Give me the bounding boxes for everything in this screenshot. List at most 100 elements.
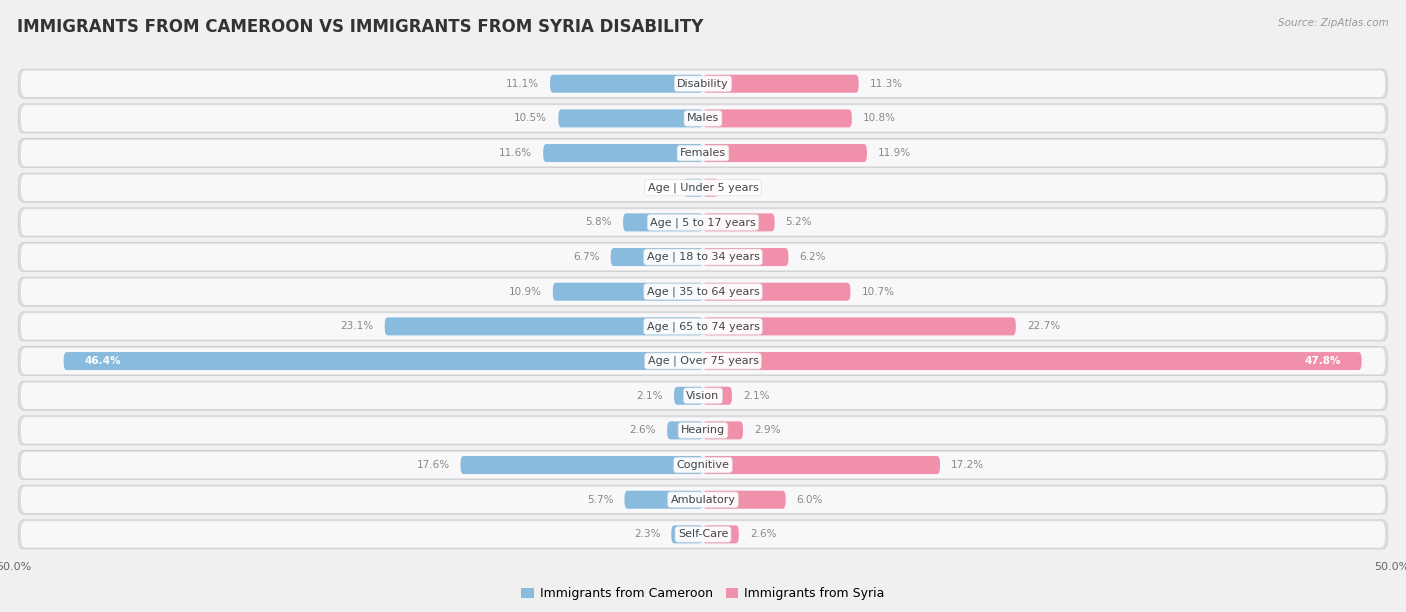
FancyBboxPatch shape — [18, 450, 1388, 480]
FancyBboxPatch shape — [703, 525, 738, 543]
FancyBboxPatch shape — [558, 110, 703, 127]
FancyBboxPatch shape — [18, 277, 1388, 306]
Text: Age | 18 to 34 years: Age | 18 to 34 years — [647, 252, 759, 263]
Text: Cognitive: Cognitive — [676, 460, 730, 470]
FancyBboxPatch shape — [18, 485, 1388, 514]
FancyBboxPatch shape — [21, 487, 1385, 513]
Text: 2.3%: 2.3% — [634, 529, 661, 539]
Text: Hearing: Hearing — [681, 425, 725, 435]
Text: Age | 35 to 64 years: Age | 35 to 64 years — [647, 286, 759, 297]
FancyBboxPatch shape — [21, 209, 1385, 236]
FancyBboxPatch shape — [18, 208, 1388, 237]
FancyBboxPatch shape — [703, 214, 775, 231]
Text: 46.4%: 46.4% — [84, 356, 121, 366]
Text: 1.4%: 1.4% — [647, 183, 672, 193]
FancyBboxPatch shape — [703, 110, 852, 127]
Text: 22.7%: 22.7% — [1026, 321, 1060, 331]
FancyBboxPatch shape — [543, 144, 703, 162]
Text: 10.9%: 10.9% — [509, 287, 541, 297]
FancyBboxPatch shape — [668, 422, 703, 439]
Text: 2.6%: 2.6% — [749, 529, 776, 539]
Text: Females: Females — [681, 148, 725, 158]
FancyBboxPatch shape — [21, 348, 1385, 374]
Text: IMMIGRANTS FROM CAMEROON VS IMMIGRANTS FROM SYRIA DISABILITY: IMMIGRANTS FROM CAMEROON VS IMMIGRANTS F… — [17, 18, 703, 36]
Text: 2.1%: 2.1% — [637, 390, 664, 401]
FancyBboxPatch shape — [461, 456, 703, 474]
FancyBboxPatch shape — [683, 179, 703, 196]
FancyBboxPatch shape — [623, 214, 703, 231]
FancyBboxPatch shape — [21, 278, 1385, 305]
FancyBboxPatch shape — [18, 312, 1388, 341]
FancyBboxPatch shape — [703, 248, 789, 266]
Text: Males: Males — [688, 113, 718, 124]
FancyBboxPatch shape — [703, 387, 733, 405]
FancyBboxPatch shape — [550, 75, 703, 93]
Text: 10.5%: 10.5% — [515, 113, 547, 124]
Text: 2.1%: 2.1% — [742, 390, 769, 401]
FancyBboxPatch shape — [18, 242, 1388, 272]
Text: Age | Under 5 years: Age | Under 5 years — [648, 182, 758, 193]
Text: 11.3%: 11.3% — [870, 79, 903, 89]
Text: 11.6%: 11.6% — [499, 148, 531, 158]
FancyBboxPatch shape — [21, 417, 1385, 444]
Text: 47.8%: 47.8% — [1305, 356, 1341, 366]
FancyBboxPatch shape — [18, 104, 1388, 133]
Text: Age | 65 to 74 years: Age | 65 to 74 years — [647, 321, 759, 332]
Text: 17.2%: 17.2% — [950, 460, 984, 470]
FancyBboxPatch shape — [18, 346, 1388, 376]
FancyBboxPatch shape — [703, 456, 941, 474]
FancyBboxPatch shape — [21, 105, 1385, 132]
FancyBboxPatch shape — [671, 525, 703, 543]
FancyBboxPatch shape — [63, 352, 703, 370]
FancyBboxPatch shape — [18, 138, 1388, 168]
FancyBboxPatch shape — [703, 352, 1361, 370]
FancyBboxPatch shape — [703, 283, 851, 300]
Text: Vision: Vision — [686, 390, 720, 401]
FancyBboxPatch shape — [610, 248, 703, 266]
FancyBboxPatch shape — [703, 179, 718, 196]
Text: Source: ZipAtlas.com: Source: ZipAtlas.com — [1278, 18, 1389, 28]
Text: Disability: Disability — [678, 79, 728, 89]
Text: 2.6%: 2.6% — [630, 425, 657, 435]
Text: 6.2%: 6.2% — [800, 252, 825, 262]
FancyBboxPatch shape — [18, 69, 1388, 99]
Text: 1.1%: 1.1% — [730, 183, 755, 193]
FancyBboxPatch shape — [21, 452, 1385, 478]
FancyBboxPatch shape — [553, 283, 703, 300]
Text: 10.7%: 10.7% — [862, 287, 894, 297]
Legend: Immigrants from Cameroon, Immigrants from Syria: Immigrants from Cameroon, Immigrants fro… — [516, 582, 890, 605]
FancyBboxPatch shape — [703, 144, 868, 162]
FancyBboxPatch shape — [385, 318, 703, 335]
Text: 23.1%: 23.1% — [340, 321, 374, 331]
FancyBboxPatch shape — [18, 173, 1388, 203]
FancyBboxPatch shape — [21, 521, 1385, 548]
FancyBboxPatch shape — [624, 491, 703, 509]
FancyBboxPatch shape — [18, 416, 1388, 445]
FancyBboxPatch shape — [703, 422, 742, 439]
Text: 5.8%: 5.8% — [585, 217, 612, 228]
FancyBboxPatch shape — [703, 491, 786, 509]
Text: 6.0%: 6.0% — [797, 494, 823, 505]
FancyBboxPatch shape — [673, 387, 703, 405]
Text: 11.9%: 11.9% — [877, 148, 911, 158]
Text: 2.9%: 2.9% — [754, 425, 780, 435]
Text: Ambulatory: Ambulatory — [671, 494, 735, 505]
Text: 5.2%: 5.2% — [786, 217, 813, 228]
Text: Self-Care: Self-Care — [678, 529, 728, 539]
FancyBboxPatch shape — [18, 520, 1388, 549]
Text: Age | 5 to 17 years: Age | 5 to 17 years — [650, 217, 756, 228]
FancyBboxPatch shape — [21, 382, 1385, 409]
FancyBboxPatch shape — [21, 244, 1385, 271]
FancyBboxPatch shape — [703, 75, 859, 93]
FancyBboxPatch shape — [18, 381, 1388, 410]
FancyBboxPatch shape — [703, 318, 1015, 335]
Text: 10.8%: 10.8% — [863, 113, 896, 124]
FancyBboxPatch shape — [21, 140, 1385, 166]
Text: 6.7%: 6.7% — [574, 252, 599, 262]
Text: 5.7%: 5.7% — [586, 494, 613, 505]
Text: 11.1%: 11.1% — [506, 79, 538, 89]
Text: Age | Over 75 years: Age | Over 75 years — [648, 356, 758, 367]
FancyBboxPatch shape — [21, 174, 1385, 201]
FancyBboxPatch shape — [21, 70, 1385, 97]
FancyBboxPatch shape — [21, 313, 1385, 340]
